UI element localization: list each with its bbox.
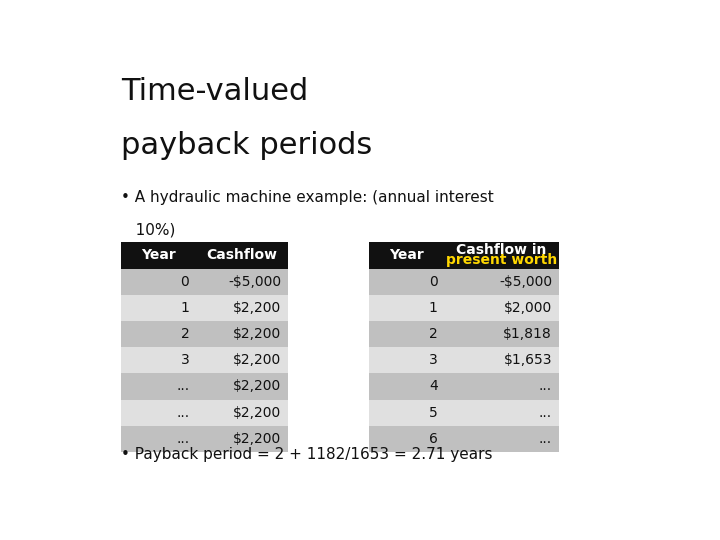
Text: $1,818: $1,818 [503,327,552,341]
Bar [444,400,559,426]
Text: ...: ... [539,432,552,446]
Text: $2,200: $2,200 [233,432,282,446]
Bar [121,268,196,295]
Text: Year: Year [141,248,176,262]
Text: 10%): 10%) [121,223,175,238]
Text: 1: 1 [428,301,438,315]
Bar [444,347,559,373]
Text: -$5,000: -$5,000 [499,275,552,289]
Text: 3: 3 [429,353,438,367]
Bar [369,268,444,295]
Bar [369,373,444,400]
Bar [196,321,288,347]
Text: $2,200: $2,200 [233,301,282,315]
Bar [121,400,196,426]
Text: 2: 2 [181,327,189,341]
Text: Year: Year [390,248,424,262]
Text: • A hydraulic machine example: (annual interest: • A hydraulic machine example: (annual i… [121,190,493,205]
Text: 2: 2 [429,327,438,341]
Bar [196,268,288,295]
Bar [196,241,288,268]
Text: ...: ... [176,432,189,446]
Text: 4: 4 [429,380,438,394]
Bar [444,321,559,347]
Bar [121,241,196,268]
Bar [444,373,559,400]
Text: Cashflow: Cashflow [207,248,277,262]
Bar [121,426,196,452]
Text: 6: 6 [428,432,438,446]
Text: 1: 1 [181,301,189,315]
Text: present worth: present worth [446,253,557,267]
Bar [121,373,196,400]
Bar [369,347,444,373]
Bar [444,241,559,268]
Text: • Payback period = 2 + 1182/1653 = 2.71 years: • Payback period = 2 + 1182/1653 = 2.71 … [121,447,492,462]
Bar [369,400,444,426]
Bar [369,426,444,452]
Text: Time-valued: Time-valued [121,77,308,106]
Bar [369,241,444,268]
Bar [369,321,444,347]
Text: $1,653: $1,653 [503,353,552,367]
Text: 3: 3 [181,353,189,367]
Text: ...: ... [539,406,552,420]
Bar [196,295,288,321]
Text: $2,200: $2,200 [233,406,282,420]
Bar [196,373,288,400]
Bar [121,321,196,347]
Text: 5: 5 [429,406,438,420]
Text: $2,200: $2,200 [233,380,282,394]
Bar [444,268,559,295]
Bar [369,295,444,321]
Text: payback periods: payback periods [121,131,372,160]
Text: -$5,000: -$5,000 [228,275,282,289]
Text: $2,000: $2,000 [504,301,552,315]
Text: ...: ... [176,406,189,420]
Text: ...: ... [539,380,552,394]
Bar [121,295,196,321]
Bar [444,295,559,321]
Bar [196,347,288,373]
Text: $2,200: $2,200 [233,353,282,367]
Bar [196,426,288,452]
Bar [121,347,196,373]
Text: 0: 0 [181,275,189,289]
Text: 0: 0 [429,275,438,289]
Bar [444,426,559,452]
Text: Cashflow in: Cashflow in [456,244,546,258]
Text: ...: ... [176,380,189,394]
Text: $2,200: $2,200 [233,327,282,341]
Bar [196,400,288,426]
